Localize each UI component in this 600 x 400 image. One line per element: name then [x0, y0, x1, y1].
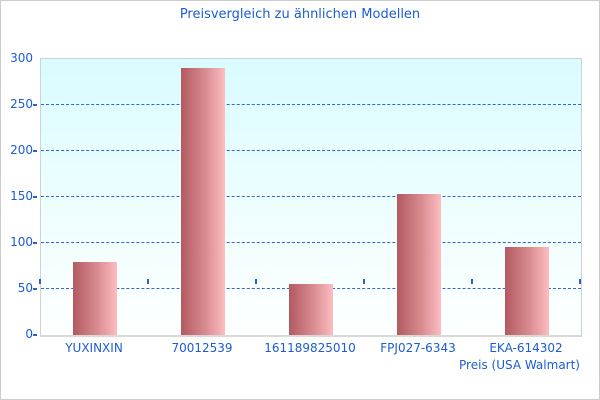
bar-eka-614302 [505, 246, 549, 335]
x-category-label: 70012539 [171, 341, 233, 355]
plot-area [33, 58, 582, 337]
bar-yuxinxin [73, 262, 117, 335]
x-axis-tick [39, 279, 41, 284]
bar-161189825010 [289, 284, 333, 335]
x-axis-tick [255, 279, 257, 284]
y-tick-label: 200 [10, 143, 33, 157]
y-axis-tick [33, 242, 37, 245]
x-axis-tick [471, 279, 473, 284]
x-category-label: EKA-614302 [489, 341, 563, 355]
y-tick-label: 0 [25, 327, 33, 341]
gridline-150 [41, 196, 581, 197]
chart-title: Preisvergleich zu ähnlichen Modellen [179, 7, 421, 22]
y-axis-tick [33, 334, 37, 336]
x-axis-tick [363, 279, 365, 284]
y-axis-tick [33, 288, 37, 290]
bar-fpj027-6343 [397, 194, 441, 335]
y-axis-tick [33, 104, 37, 107]
y-axis-tick [33, 150, 37, 152]
y-axis: 0 50 100 150 200 250 300 [1, 51, 33, 341]
y-tick-label: 250 [10, 97, 33, 112]
gridline-100 [41, 242, 581, 244]
x-category-label: YUXINXIN [65, 341, 123, 355]
x-axis-tick [579, 279, 581, 284]
bar-70012539 [181, 68, 225, 335]
y-tick-label: 300 [10, 51, 33, 65]
x-category-label: FPJ027-6343 [380, 341, 456, 355]
y-tick-label: 150 [10, 189, 33, 203]
x-axis-title: Preis (USA Walmart) [459, 358, 580, 372]
y-tick-label: 50 [17, 281, 33, 295]
y-axis-tick [33, 196, 37, 198]
x-axis: YUXINXIN 70012539 161189825010 FPJ027-63… [40, 341, 580, 355]
x-axis-tick [147, 279, 149, 284]
gridline-200 [41, 150, 581, 151]
x-category-label: 161189825010 [264, 341, 356, 355]
gridline-250 [41, 104, 581, 106]
y-tick-label: 100 [10, 235, 33, 250]
